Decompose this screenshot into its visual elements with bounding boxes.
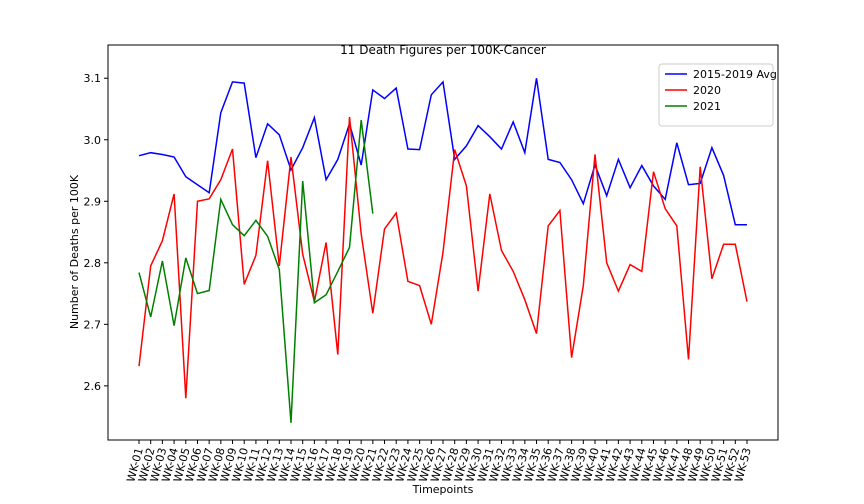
y-tick-label: 2.8 [84, 257, 102, 270]
series-line [138, 78, 747, 226]
y-tick-label: 3.0 [84, 134, 102, 147]
y-tick-label: 2.6 [84, 380, 102, 393]
legend-label: 2021 [693, 100, 721, 113]
series-line [138, 120, 374, 423]
y-tick-label: 3.1 [84, 72, 102, 85]
y-axis-label: Number of Deaths per 100K [68, 174, 81, 329]
legend-label: 2020 [693, 84, 721, 97]
legend-box [658, 63, 774, 127]
x-axis-label: Timepoints [412, 483, 474, 496]
chart-title: 11 Death Figures per 100K-Cancer [340, 43, 546, 57]
y-tick-label: 2.7 [84, 318, 102, 331]
y-tick-label: 2.9 [84, 195, 102, 208]
series-line [138, 116, 748, 399]
legend-label: 2015-2019 Avg [693, 68, 777, 81]
